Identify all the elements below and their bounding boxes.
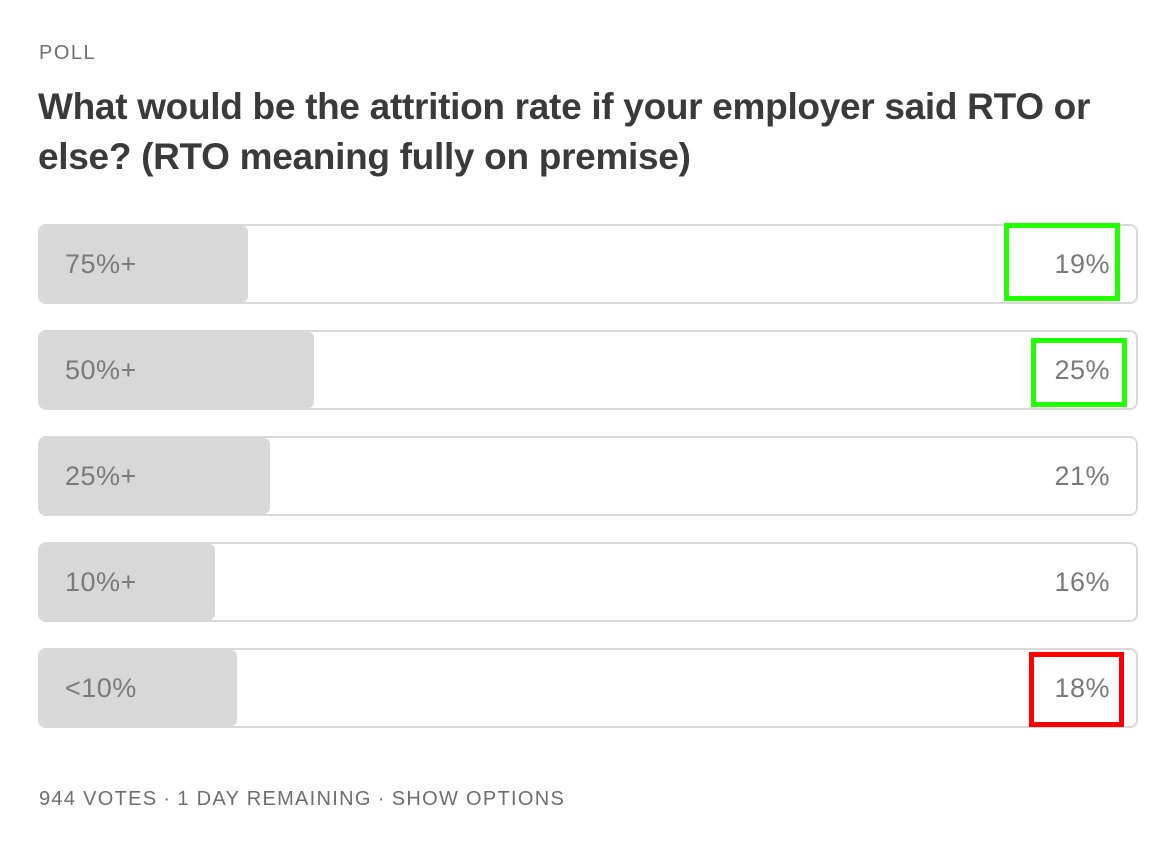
poll-option-under-10[interactable]: <10% 18% bbox=[38, 648, 1138, 728]
poll-option-10-plus[interactable]: 10%+ 16% bbox=[38, 542, 1138, 622]
option-result-bar bbox=[40, 332, 314, 408]
option-percent: 19% bbox=[1054, 249, 1110, 279]
time-remaining: 1 DAY REMAINING bbox=[177, 788, 372, 810]
option-percent: 25% bbox=[1054, 355, 1110, 385]
poll-footer: 944 VOTES · 1 DAY REMAINING · SHOW OPTIONS bbox=[39, 788, 565, 810]
option-label: <10% bbox=[65, 673, 137, 703]
poll-label: POLL bbox=[39, 42, 97, 64]
poll-option-50-plus[interactable]: 50%+ 25% bbox=[38, 330, 1138, 410]
poll-option-25-plus[interactable]: 25%+ 21% bbox=[38, 436, 1138, 516]
option-result-bar bbox=[40, 650, 238, 726]
option-percent: 18% bbox=[1054, 673, 1110, 703]
option-percent: 16% bbox=[1054, 567, 1110, 597]
option-label: 50%+ bbox=[65, 355, 137, 385]
separator: · bbox=[163, 788, 172, 810]
poll-question: What would be the attrition rate if your… bbox=[38, 86, 1091, 177]
poll-option-75-plus[interactable]: 75%+ 19% bbox=[38, 224, 1138, 304]
poll-options: 75%+ 19% 50%+ 25% 25%+ 21% 10%+ 16% <10%… bbox=[38, 224, 1138, 754]
show-options-link[interactable]: SHOW OPTIONS bbox=[391, 788, 566, 810]
option-label: 10%+ bbox=[65, 567, 137, 597]
option-result-bar bbox=[40, 226, 249, 302]
option-percent: 21% bbox=[1054, 461, 1110, 491]
option-result-bar bbox=[40, 438, 271, 514]
option-result-bar bbox=[40, 544, 216, 620]
option-label: 75%+ bbox=[65, 249, 137, 279]
option-label: 25%+ bbox=[65, 461, 137, 491]
separator: · bbox=[377, 788, 386, 810]
vote-count: 944 VOTES bbox=[39, 788, 158, 810]
